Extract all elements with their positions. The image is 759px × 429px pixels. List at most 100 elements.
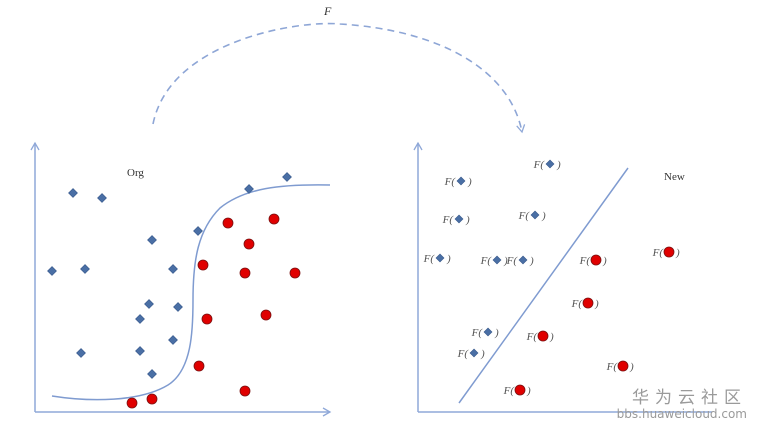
watermark-url: bbs.huaweicloud.com <box>616 407 747 421</box>
mapped-prefix: F( <box>503 385 516 397</box>
watermark: 华为云社区 bbs.huaweicloud.com <box>617 383 747 421</box>
blue-diamond-icon <box>135 346 145 356</box>
blue-diamond-icon <box>76 348 86 358</box>
mapped-suffix: ) <box>467 176 472 188</box>
blue-diamond-icon <box>545 159 555 169</box>
mapped-suffix: ) <box>549 331 554 343</box>
mapped-suffix: ) <box>602 255 607 267</box>
blue-diamond-icon <box>80 264 90 274</box>
nonlinear-decision-boundary <box>51 184 331 401</box>
mapped-suffix: ) <box>529 255 534 267</box>
blue-diamond-icon <box>244 184 254 194</box>
mapped-suffix: ) <box>541 210 546 222</box>
blue-diamond-icon <box>168 335 178 345</box>
blue-diamond-icon <box>454 214 464 224</box>
mapped-point-diamond: F() <box>423 253 451 265</box>
red-circle-icon <box>289 267 301 279</box>
red-circle-icon <box>268 213 280 225</box>
blue-diamond-icon <box>456 176 466 186</box>
mapped-suffix: ) <box>503 255 508 267</box>
red-circle-icon <box>126 397 138 409</box>
blue-diamond-icon <box>144 299 154 309</box>
red-circle-icon <box>201 313 213 325</box>
red-circle-icon <box>617 360 629 372</box>
mapped-suffix: ) <box>465 214 470 226</box>
mapped-suffix: ) <box>526 385 531 397</box>
mapped-point-circle: F() <box>652 246 680 259</box>
blue-diamond-icon <box>435 253 445 263</box>
mapped-point-diamond: F() <box>471 327 499 339</box>
red-circle-icon <box>537 330 549 342</box>
blue-diamond-icon <box>168 264 178 274</box>
red-circle-icon <box>514 384 526 396</box>
left-axes <box>30 141 332 417</box>
red-circle-icon <box>582 297 594 309</box>
left-panel-title: Org <box>127 167 144 179</box>
mapped-suffix: ) <box>494 327 499 339</box>
mapped-prefix: F( <box>423 253 436 265</box>
mapped-prefix: F( <box>652 247 665 259</box>
mapped-suffix: ) <box>480 348 485 360</box>
mapped-prefix: F( <box>533 159 546 171</box>
right-panel-title: New <box>664 171 685 183</box>
mapped-point-circle: F() <box>571 297 599 310</box>
mapped-prefix: F( <box>506 255 519 267</box>
mapped-prefix: F( <box>457 348 470 360</box>
blue-diamond-icon <box>68 188 78 198</box>
mapped-suffix: ) <box>594 298 599 310</box>
mapped-prefix: F( <box>442 214 455 226</box>
mapped-point-diamond: F() <box>480 255 508 267</box>
red-circle-icon <box>260 309 272 321</box>
blue-diamond-icon <box>530 210 540 220</box>
mapped-suffix: ) <box>629 361 634 373</box>
blue-diamond-icon <box>147 369 157 379</box>
blue-diamond-icon <box>47 266 57 276</box>
transform-label: F <box>323 4 332 18</box>
blue-diamond-icon <box>282 172 292 182</box>
mapped-point-circle: F() <box>579 254 607 267</box>
watermark-name: 华为云社区 <box>632 388 747 408</box>
red-circle-icon <box>222 217 234 229</box>
mapped-point-circle: F() <box>503 384 531 397</box>
blue-diamond-icon <box>173 302 183 312</box>
mapped-suffix: ) <box>675 247 680 259</box>
red-circle-icon <box>239 385 251 397</box>
blue-diamond-icon <box>483 327 493 337</box>
red-circle-icon <box>663 246 675 258</box>
red-circle-icon <box>243 238 255 250</box>
mapped-prefix: F( <box>518 210 531 222</box>
blue-diamond-icon <box>97 193 107 203</box>
mapped-suffix: ) <box>446 253 451 265</box>
blue-diamond-icon <box>193 226 203 236</box>
mapped-point-diamond: F() <box>442 214 470 226</box>
mapped-prefix: F( <box>571 298 584 310</box>
red-circle-icon <box>197 259 209 271</box>
mapped-point-diamond: F() <box>457 348 485 360</box>
mapped-prefix: F( <box>480 255 493 267</box>
mapped-prefix: F( <box>471 327 484 339</box>
mapped-point-circle: F() <box>526 330 554 343</box>
blue-diamond-icon <box>135 314 145 324</box>
mapped-prefix: F( <box>444 176 457 188</box>
blue-diamond-icon <box>147 235 157 245</box>
mapped-prefix: F( <box>606 361 619 373</box>
blue-diamond-icon <box>492 255 502 265</box>
mapped-prefix: F( <box>579 255 592 267</box>
mapped-prefix: F( <box>526 331 539 343</box>
red-circle-icon <box>239 267 251 279</box>
blue-diamond-icon <box>469 348 479 358</box>
mapped-point-diamond: F() <box>533 159 561 171</box>
right-axes <box>413 141 712 413</box>
red-circle-icon <box>193 360 205 372</box>
red-circle-icon <box>590 254 602 266</box>
linear-decision-boundary <box>458 167 629 404</box>
mapped-suffix: ) <box>556 159 561 171</box>
mapped-point-diamond: F() <box>518 210 546 222</box>
blue-diamond-icon <box>518 255 528 265</box>
mapped-point-diamond: F() <box>506 255 534 267</box>
transform-arrow <box>152 22 526 134</box>
red-circle-icon <box>146 393 158 405</box>
mapped-point-diamond: F() <box>444 176 472 188</box>
mapped-point-circle: F() <box>606 360 634 373</box>
